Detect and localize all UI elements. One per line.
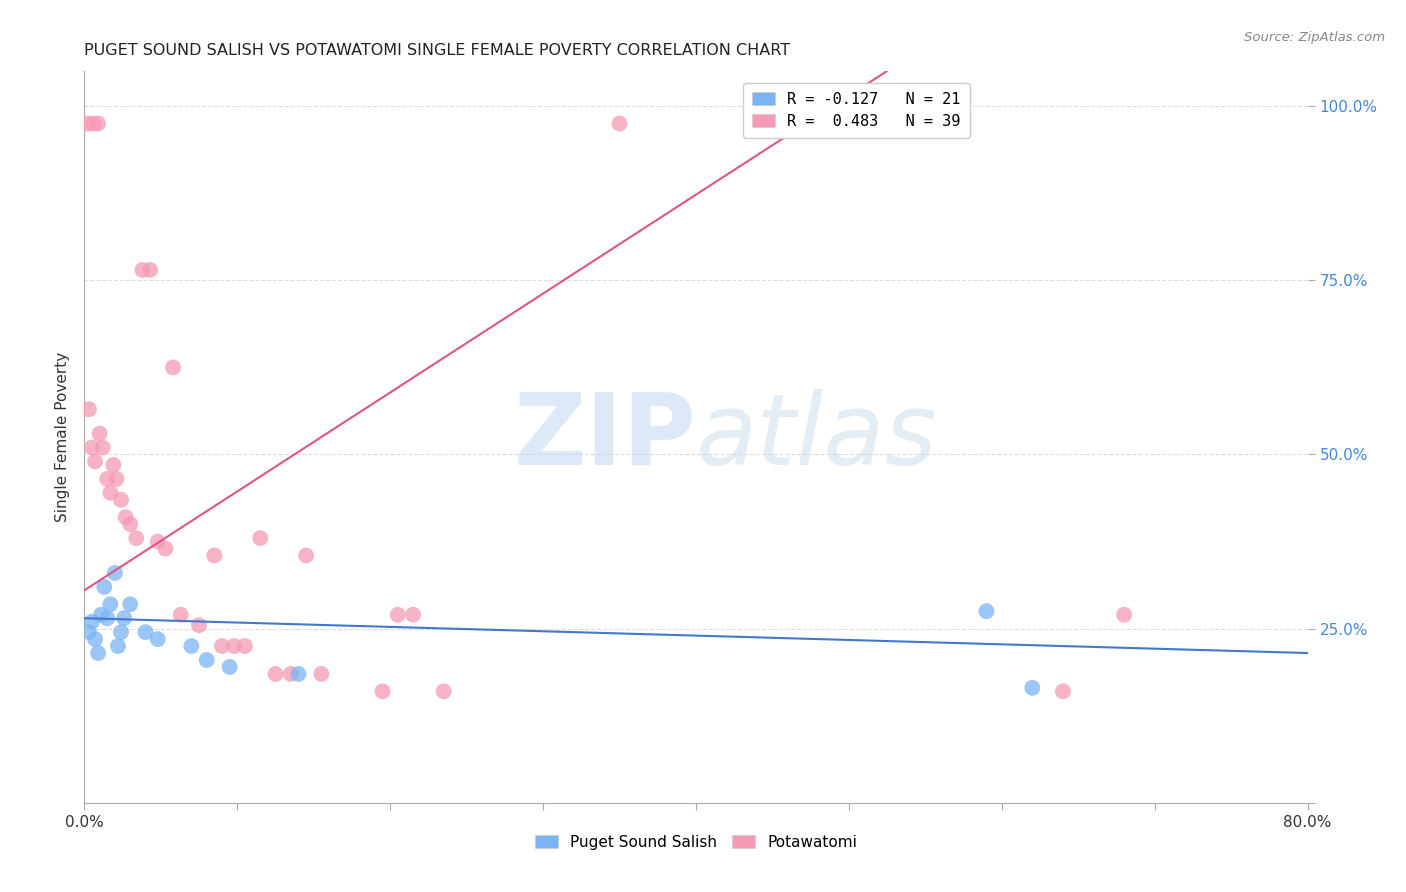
Point [264,667,287,681]
Point [89,426,111,441]
Y-axis label: Single Female Poverty: Single Female Poverty [55,352,70,522]
Point [1021,681,1043,695]
Point [80,441,103,455]
Point [90,607,112,622]
Point [211,639,233,653]
Point [155,541,177,556]
Point [170,607,193,622]
Point [110,625,132,640]
Point [114,510,136,524]
Point [105,472,128,486]
Point [96,472,118,486]
Point [103,458,125,472]
Point [110,492,132,507]
Legend: Puget Sound Salish, Potawatomi: Puget Sound Salish, Potawatomi [527,827,865,857]
Point [195,653,218,667]
Point [387,607,409,622]
Point [188,618,211,632]
Point [76,117,98,131]
Point [80,615,103,629]
Point [112,611,135,625]
Point [295,549,318,563]
Point [98,485,121,500]
Point [96,611,118,625]
Point [93,580,115,594]
Point [146,534,169,549]
Point [83,117,105,131]
Point [402,607,425,622]
Point [139,263,162,277]
Point [84,632,107,646]
Point [146,632,169,646]
Point [224,639,246,653]
Point [249,531,271,545]
Point [104,566,127,580]
Point [311,667,333,681]
Point [1052,684,1074,698]
Point [976,604,998,618]
Point [131,263,153,277]
Point [77,625,100,640]
Point [433,684,456,698]
Text: PUGET SOUND SALISH VS POTAWATOMI SINGLE FEMALE POVERTY CORRELATION CHART: PUGET SOUND SALISH VS POTAWATOMI SINGLE … [84,43,790,58]
Text: Source: ZipAtlas.com: Source: ZipAtlas.com [1244,31,1385,45]
Point [371,684,394,698]
Point [135,625,157,640]
Point [87,646,110,660]
Point [87,117,110,131]
Point [120,597,142,611]
Text: ZIP: ZIP [513,389,696,485]
Point [91,441,114,455]
Point [1114,607,1136,622]
Point [77,402,100,417]
Point [107,639,129,653]
Point [180,639,202,653]
Point [162,360,184,375]
Point [218,660,240,674]
Point [202,549,225,563]
Point [609,117,631,131]
Point [287,667,309,681]
Point [233,639,256,653]
Text: atlas: atlas [696,389,938,485]
Point [84,454,107,468]
Point [280,667,302,681]
Point [98,597,121,611]
Point [120,517,142,532]
Point [125,531,148,545]
